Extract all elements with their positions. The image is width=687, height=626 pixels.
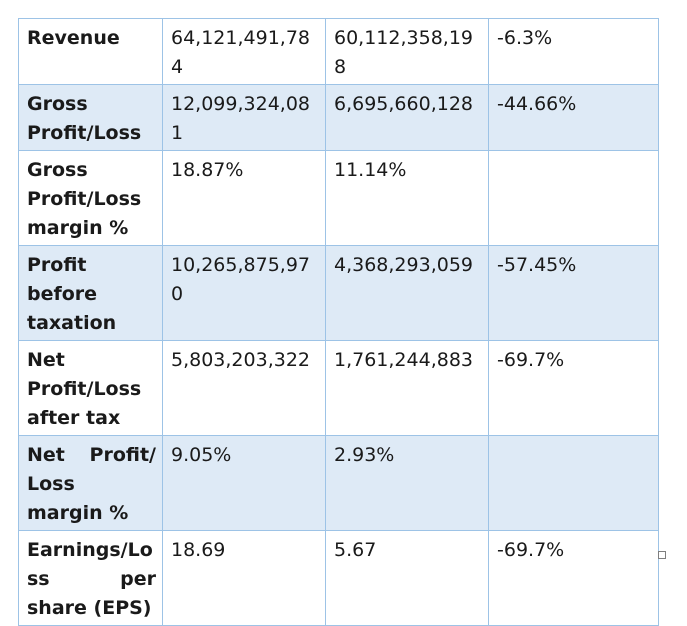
row-label: Gross Profit/Loss <box>18 84 163 151</box>
value-cell: 10,265,875,970 <box>162 245 326 341</box>
table-row-gross-margin: Gross Profit/Loss margin % 18.87% 11.14% <box>18 150 659 246</box>
row-label: Gross Profit/Loss margin % <box>18 150 163 246</box>
table-row-gross-profit: Gross Profit/Loss 12,099,324,081 6,695,6… <box>18 84 659 151</box>
financial-table: Revenue 64,121,491,784 60,112,358,198 -6… <box>18 18 659 626</box>
change-cell: -69.7% <box>488 530 659 626</box>
row-label: Earnings/Loss per share (EPS) <box>18 530 163 626</box>
change-cell <box>488 435 659 531</box>
value-cell: 5,803,203,322 <box>162 340 326 436</box>
row-label: Net Profit/ Loss margin % <box>18 435 163 531</box>
change-cell <box>488 150 659 246</box>
value-cell: 1,761,244,883 <box>325 340 489 436</box>
value-cell: 11.14% <box>325 150 489 246</box>
table-row-net-margin: Net Profit/ Loss margin % 9.05% 2.93% <box>18 435 659 531</box>
value-cell: 9.05% <box>162 435 326 531</box>
value-cell: 18.69 <box>162 530 326 626</box>
change-cell: -57.45% <box>488 245 659 341</box>
row-label: Net Profit/Loss after tax <box>18 340 163 436</box>
change-cell: -6.3% <box>488 18 659 85</box>
table-row-eps: Earnings/Loss per share (EPS) 18.69 5.67… <box>18 530 659 626</box>
change-cell: -69.7% <box>488 340 659 436</box>
value-cell: 12,099,324,081 <box>162 84 326 151</box>
table-row-revenue: Revenue 64,121,491,784 60,112,358,198 -6… <box>18 18 659 85</box>
change-cell: -44.66% <box>488 84 659 151</box>
row-label: Revenue <box>18 18 163 85</box>
table-resize-handle[interactable] <box>658 551 666 559</box>
row-label: Profit before taxation <box>18 245 163 341</box>
value-cell: 18.87% <box>162 150 326 246</box>
table-row-net-profit: Net Profit/Loss after tax 5,803,203,322 … <box>18 340 659 436</box>
table-row-profit-before-tax: Profit before taxation 10,265,875,970 4,… <box>18 245 659 341</box>
value-cell: 6,695,660,128 <box>325 84 489 151</box>
value-cell: 5.67 <box>325 530 489 626</box>
value-cell: 4,368,293,059 <box>325 245 489 341</box>
value-cell: 2.93% <box>325 435 489 531</box>
value-cell: 60,112,358,198 <box>325 18 489 85</box>
value-cell: 64,121,491,784 <box>162 18 326 85</box>
